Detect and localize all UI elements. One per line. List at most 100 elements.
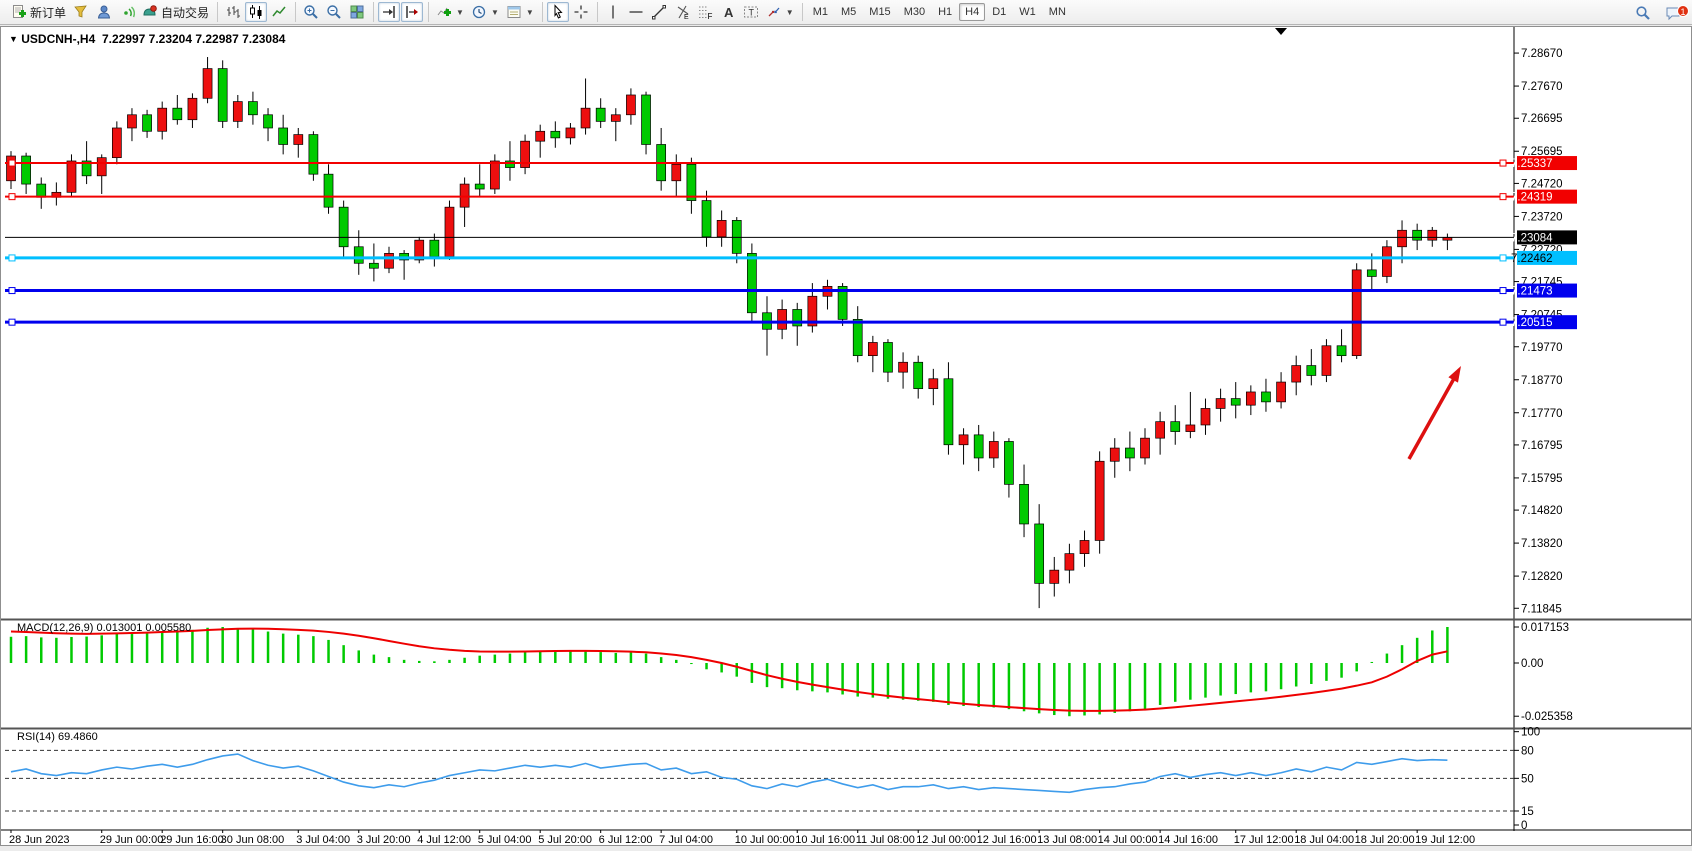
arrows-button[interactable]: ▼ [763, 2, 797, 22]
price-tick-label: 7.14820 [1521, 505, 1563, 517]
time-tick-label: 10 Jul 00:00 [735, 834, 795, 845]
period-button-m5[interactable]: M5 [841, 6, 857, 18]
candle-body [565, 127, 576, 139]
time-tick-label: 13 Jul 08:00 [1037, 834, 1097, 845]
period-button-w1[interactable]: W1 [1019, 6, 1036, 18]
candle-body [852, 319, 863, 357]
label-button[interactable]: T [740, 2, 762, 22]
chart-title: ▼ USDCNH-,H4 7.22997 7.23204 7.22987 7.2… [9, 32, 286, 46]
dropdown-arrow-icon[interactable]: ▼ [490, 7, 499, 17]
svg-text:T: T [748, 8, 754, 18]
dropdown-arrow-icon[interactable]: ▼ [785, 7, 794, 17]
candle-body [716, 220, 727, 238]
tile-windows-button[interactable] [346, 2, 368, 22]
candle-body [187, 97, 198, 121]
period-button-h1[interactable]: H1 [938, 6, 953, 18]
rsi-indicator-label: RSI(14) 69.4860 [17, 731, 98, 743]
chart-menu-arrow-icon[interactable]: ▼ [9, 34, 18, 44]
zoom-out-button[interactable] [323, 2, 345, 22]
candle-body [777, 309, 787, 330]
dropdown-arrow-icon[interactable]: ▼ [456, 7, 464, 17]
templates-button[interactable]: ▼ [503, 2, 537, 22]
time-tick-label: 18 Jul 04:00 [1294, 834, 1354, 845]
chart-shift-marker-icon[interactable] [1275, 28, 1287, 35]
person-icon [97, 5, 111, 19]
cursor-button[interactable] [546, 2, 569, 22]
auto-scroll-button[interactable] [378, 2, 401, 22]
macd-panel[interactable] [9, 627, 1449, 717]
line-handle[interactable] [8, 318, 16, 326]
trend-icon [651, 5, 666, 20]
price-line-badge-label: 7.20515 [1511, 317, 1553, 329]
hline-icon [629, 11, 643, 13]
line-handle[interactable] [1499, 193, 1507, 201]
market-watch-button[interactable] [70, 2, 92, 22]
trendline-button[interactable] [648, 2, 670, 22]
dropdown-arrow-icon[interactable]: ▼ [525, 7, 534, 17]
candle-body [928, 378, 939, 390]
time-tick-label: 10 Jul 16:00 [795, 834, 855, 845]
candle-body [111, 127, 122, 159]
period-button-m15[interactable]: M15 [869, 6, 891, 18]
new-order-button[interactable]: 新订单 [8, 2, 69, 22]
price-tick-label: 7.15795 [1521, 473, 1563, 485]
trend-arrow-line[interactable] [1407, 372, 1459, 460]
candle-body [1125, 447, 1135, 459]
periods-button[interactable]: ▼ [468, 2, 502, 22]
chart-canvas[interactable]: 7.28670 7.27670 7.26695 7.25695 7.24720 7.237… [1, 27, 1691, 845]
bar-chart-button[interactable] [222, 2, 244, 22]
funnel-icon [74, 5, 87, 18]
equidistant-channel-button[interactable]: E [671, 2, 693, 22]
line-handle[interactable] [8, 159, 16, 167]
candle-body [1200, 408, 1211, 426]
period-button-m1[interactable]: M1 [812, 6, 828, 18]
horizontal-line-button[interactable] [625, 2, 647, 22]
search-button[interactable] [1632, 3, 1654, 23]
candle-body [595, 107, 606, 122]
period-button-mn[interactable]: MN [1048, 6, 1066, 18]
price-tick-label: 7.28670 [1521, 48, 1563, 60]
text-button[interactable]: A [717, 2, 739, 22]
line-handle[interactable] [1499, 159, 1507, 167]
line-handle[interactable] [8, 254, 16, 262]
zoom-in-button[interactable] [300, 2, 322, 22]
news-button[interactable] [116, 2, 138, 22]
candle-body [353, 246, 364, 264]
indicators-button[interactable]: ▼ [433, 2, 467, 22]
price-line-badge-label: 7.24319 [1511, 192, 1553, 204]
chart-shift-button[interactable] [401, 2, 424, 22]
time-tick-label: 29 Jun 00:00 [100, 834, 164, 845]
rsi-tick-label: 80 [1521, 745, 1534, 757]
notifications-button[interactable]: 1 [1662, 3, 1689, 23]
fibonacci-button[interactable]: F [694, 2, 716, 22]
price-tick-label: 7.22720 [1521, 244, 1563, 256]
candle-body [202, 68, 213, 99]
candlestick-button[interactable] [245, 2, 268, 22]
time-tick-label: 4 Jul 12:00 [417, 834, 471, 845]
candle-body [747, 253, 757, 314]
candle-body [232, 101, 243, 122]
line-handle[interactable] [1499, 318, 1507, 326]
rsi-panel[interactable] [5, 749, 1514, 812]
period-button-h4[interactable]: H4 [959, 3, 986, 21]
line-chart-button[interactable] [268, 2, 290, 22]
line-handle[interactable] [1499, 287, 1507, 295]
candle-body [958, 434, 969, 446]
period-button-m30[interactable]: M30 [903, 6, 926, 18]
line-handle[interactable] [8, 287, 16, 295]
template-icon [507, 6, 521, 18]
cursor-icon [554, 4, 563, 19]
line-handle[interactable] [8, 193, 16, 201]
price-tick-label: 7.25695 [1521, 146, 1563, 158]
bid-price-badge-label: 7.23084 [1511, 232, 1553, 244]
time-tick-label: 14 Jul 16:00 [1158, 834, 1218, 845]
crosshair-button[interactable] [570, 2, 592, 22]
candle-body [1155, 421, 1165, 439]
candle-body [444, 206, 455, 258]
autotrade-button[interactable]: 自动交易 [139, 2, 212, 22]
period-button-d1[interactable]: D1 [992, 6, 1007, 18]
community-button[interactable] [93, 2, 115, 22]
vertical-line-button[interactable] [602, 2, 624, 22]
line-handle[interactable] [1499, 254, 1507, 262]
candle-body [263, 114, 273, 129]
